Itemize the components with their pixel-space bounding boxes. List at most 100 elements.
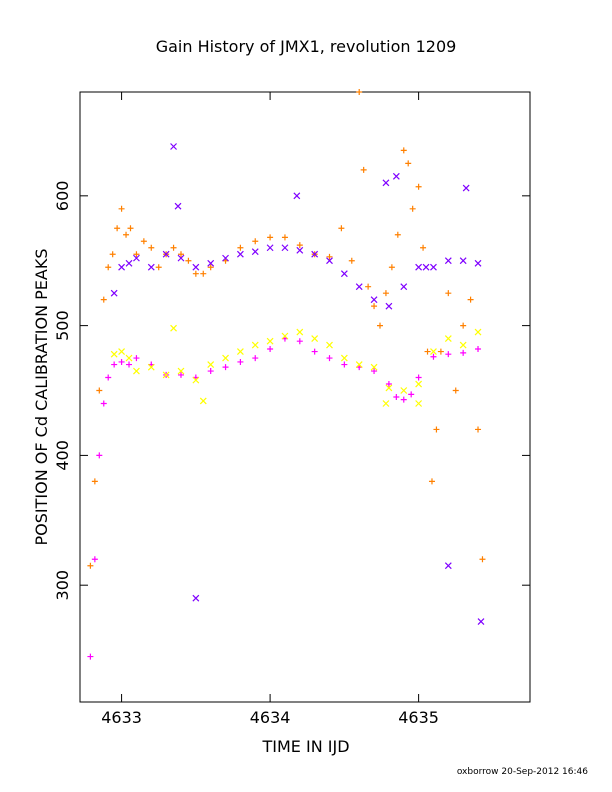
data-point <box>170 244 177 251</box>
y-tick-label: 300 <box>53 570 72 601</box>
data-point <box>444 562 452 570</box>
data-point <box>444 335 452 343</box>
data-point <box>326 253 333 260</box>
data-point <box>111 361 118 368</box>
data-point <box>207 264 214 271</box>
data-point <box>118 358 125 365</box>
data-point <box>174 202 182 210</box>
data-point <box>147 363 155 371</box>
data-point <box>341 361 348 368</box>
y-axis-ticks: 300 400 500 600 <box>53 181 530 601</box>
data-point <box>96 387 103 394</box>
data-point <box>192 263 200 271</box>
data-point <box>430 353 437 360</box>
series-3 <box>110 143 485 625</box>
data-point <box>467 296 474 303</box>
data-point <box>475 345 482 352</box>
data-point <box>207 368 214 375</box>
data-point <box>87 562 94 569</box>
data-point <box>311 335 319 343</box>
data-point <box>477 618 485 625</box>
data-point <box>281 244 289 252</box>
y-axis-label: POSITION OF Cd CALIBRATION PEAKS <box>32 249 51 546</box>
data-point <box>385 381 392 388</box>
data-point <box>162 371 170 379</box>
data-point <box>177 251 184 258</box>
data-point <box>392 172 400 180</box>
data-point <box>385 384 393 392</box>
data-point <box>252 355 259 362</box>
data-point <box>415 374 422 381</box>
y-tick-label: 500 <box>53 310 72 341</box>
x-axis-ticks: 4633 4634 4635 <box>101 92 439 727</box>
data-point <box>415 400 423 407</box>
data-point <box>281 332 289 340</box>
data-point <box>267 345 274 352</box>
data-point <box>148 244 155 251</box>
x-tick-label: 4635 <box>398 708 439 727</box>
data-point <box>400 283 408 291</box>
data-point <box>415 183 422 190</box>
data-point <box>126 361 133 368</box>
series-4 <box>110 324 482 407</box>
data-point <box>170 324 177 332</box>
data-point <box>474 259 482 267</box>
data-point <box>394 231 401 238</box>
data-point <box>105 374 112 381</box>
data-point <box>355 283 363 291</box>
data-point <box>326 257 333 265</box>
data-point <box>430 263 437 271</box>
data-point <box>408 391 415 398</box>
data-point <box>360 166 367 173</box>
data-point <box>251 341 259 349</box>
data-point <box>415 263 423 271</box>
data-point <box>382 290 389 297</box>
data-point <box>105 264 112 271</box>
data-point <box>452 387 459 394</box>
data-point <box>100 400 107 407</box>
data-point <box>87 653 94 660</box>
data-point <box>348 257 355 264</box>
data-point <box>428 478 435 485</box>
data-point <box>377 322 383 329</box>
data-point <box>479 556 486 563</box>
data-point <box>370 296 378 304</box>
data-point <box>326 341 333 349</box>
data-point <box>155 264 162 271</box>
data-point <box>177 371 184 378</box>
x-tick-label: 4633 <box>101 708 142 727</box>
data-point <box>118 263 126 271</box>
data-point <box>459 257 467 265</box>
data-point <box>133 251 140 258</box>
data-point <box>162 250 170 258</box>
series-1 <box>87 89 486 569</box>
data-point <box>185 257 192 264</box>
data-point <box>444 257 452 265</box>
data-point <box>192 270 199 277</box>
data-point <box>474 328 482 336</box>
data-point <box>445 351 452 358</box>
data-point <box>296 328 304 336</box>
data-point <box>338 225 345 232</box>
data-point <box>170 143 177 150</box>
data-point <box>125 259 133 267</box>
data-point <box>118 348 126 355</box>
data-point <box>475 426 482 433</box>
data-point <box>125 354 133 362</box>
data-point <box>393 394 400 400</box>
data-point <box>140 238 147 245</box>
data-point <box>96 452 103 459</box>
data-point <box>400 147 407 154</box>
data-point <box>437 348 444 355</box>
data-point <box>199 397 207 405</box>
data-point <box>424 348 431 355</box>
x-axis-label: TIME IN IJD <box>261 737 349 756</box>
data-point <box>371 303 378 310</box>
data-point <box>296 338 303 345</box>
data-point <box>237 358 244 365</box>
data-point <box>147 263 155 271</box>
data-point <box>355 361 363 368</box>
data-point <box>460 349 467 356</box>
